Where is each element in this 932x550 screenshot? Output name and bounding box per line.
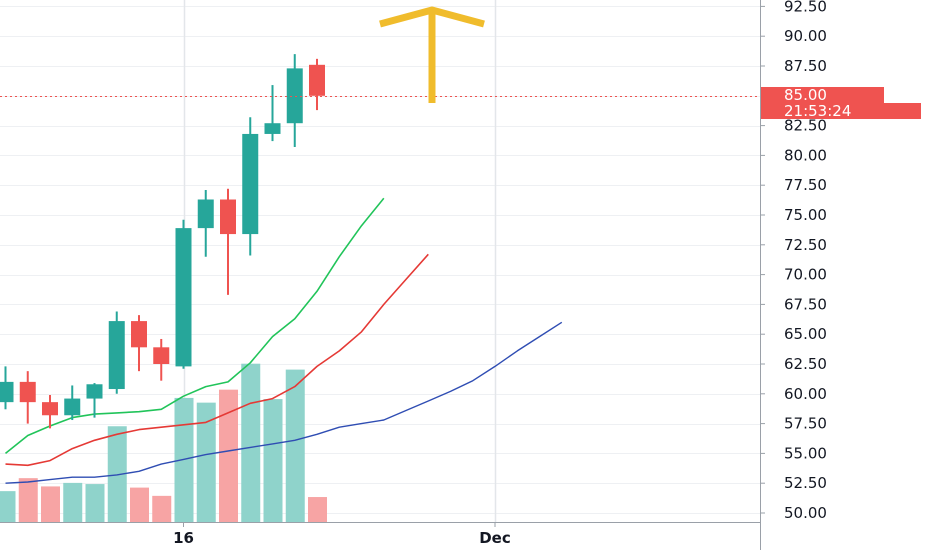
volume-bar-6 [130, 487, 149, 523]
price-tick-label-2: 55.00 [784, 444, 827, 462]
candle-body-7 [153, 347, 170, 364]
moving-averages [4, 197, 563, 484]
volume-bar-11 [241, 363, 261, 523]
price-tick-label-11: 77.50 [784, 176, 827, 194]
price-tick-label-10: 75.00 [784, 206, 827, 224]
volume-bar-0 [0, 491, 16, 523]
candle-body-11 [242, 133, 259, 235]
up-arrow-annotation [379, 6, 485, 103]
candlesticks [0, 54, 325, 429]
last-price-tag [761, 87, 884, 103]
up-arrow-shape [379, 6, 485, 103]
volume-bar-2 [41, 486, 60, 523]
volume-bar-14 [308, 497, 327, 523]
volume-bar-12 [263, 399, 283, 523]
price-tick-label-7: 67.50 [784, 295, 827, 313]
price-tick-label-16: 90.00 [784, 27, 827, 45]
candle-body-12 [264, 123, 281, 134]
time-tick-label-1: Dec [479, 529, 511, 547]
candle-body-9 [197, 199, 214, 229]
price-tick-label-3: 57.50 [784, 415, 827, 433]
moving-average-line-0 [4, 197, 385, 455]
price-tick-label-9: 72.50 [784, 236, 827, 254]
countdown-tag [761, 103, 921, 119]
price-tick-label-1: 52.50 [784, 474, 827, 492]
price-tick-label-4: 60.00 [784, 385, 827, 403]
price-tick-label-0: 50.00 [784, 504, 827, 522]
volume-bar-8 [174, 397, 194, 523]
countdown-label: 21:53:24 [784, 102, 851, 120]
volume-bar-7 [152, 495, 172, 523]
candle-body-1 [19, 381, 36, 403]
price-tick-label-13: 82.50 [784, 117, 827, 135]
time-axis[interactable]: 16 Dec [173, 522, 511, 547]
last-price-label: 85.00 [784, 86, 827, 104]
candle-body-4 [86, 384, 103, 399]
price-tick-label-5: 62.50 [784, 355, 827, 373]
candle-body-14 [309, 64, 325, 96]
candle-body-3 [64, 398, 81, 416]
volume-bar-9 [196, 402, 216, 523]
price-tick-label-17: 92.50 [784, 0, 827, 15]
volume-bar-10 [219, 389, 238, 523]
candle-body-0 [0, 381, 14, 403]
price-tick-label-12: 80.00 [784, 146, 827, 164]
candle-body-8 [175, 228, 192, 367]
volume-bar-1 [18, 478, 38, 523]
moving-average-line-1 [5, 253, 429, 467]
candle-body-5 [108, 321, 125, 390]
volume-bar-3 [63, 482, 83, 523]
time-tick-label-0: 16 [173, 529, 194, 547]
volume-bars [0, 363, 327, 523]
price-tags: 85.00 21:53:24 [761, 86, 921, 120]
volume-bar-4 [85, 484, 105, 523]
price-tick-label-8: 70.00 [784, 266, 827, 284]
candle-body-2 [42, 402, 58, 416]
volume-bar-13 [285, 369, 305, 523]
price-tick-label-6: 65.00 [784, 325, 827, 343]
candle-body-13 [286, 68, 303, 124]
price-tick-label-15: 87.50 [784, 57, 827, 75]
candle-body-10 [220, 199, 236, 235]
candle-body-6 [131, 321, 147, 348]
moving-average-line-2 [5, 321, 563, 484]
